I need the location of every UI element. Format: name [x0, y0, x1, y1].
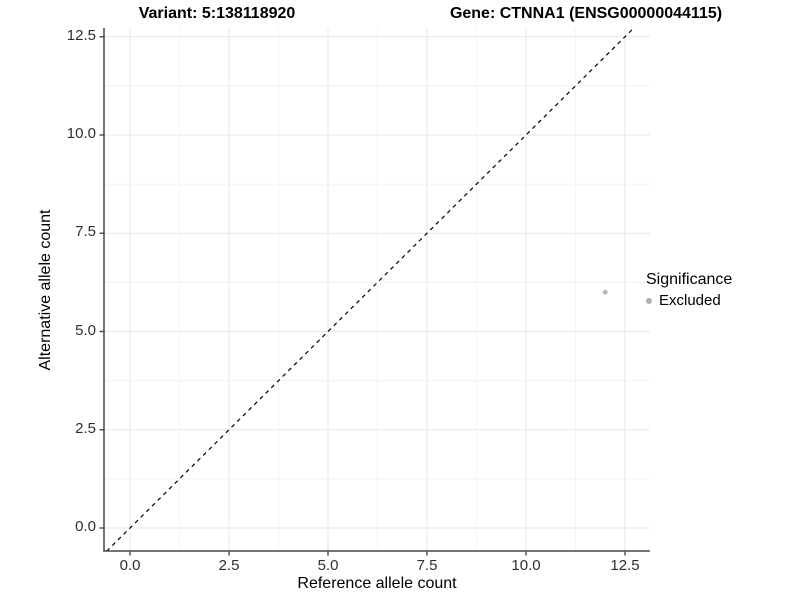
- legend-title: Significance: [646, 271, 733, 288]
- plot-title-variant: Variant: 5:138118920: [138, 5, 296, 22]
- x-tick-label: 2.5: [218, 557, 240, 574]
- x-axis-title: Reference allele count: [297, 575, 457, 592]
- x-tick-label: 7.5: [416, 557, 438, 574]
- y-tick-label: 7.5: [75, 223, 96, 241]
- y-tick-label: 10.0: [66, 125, 96, 142]
- legend-item-label: Excluded: [659, 292, 721, 309]
- y-tick-label: 2.5: [75, 419, 96, 437]
- x-tick-label: 10.0: [511, 557, 541, 574]
- legend-point-icon: [646, 297, 652, 304]
- data-point: [602, 289, 608, 295]
- plot-title-gene: Gene: CTNNA1 (ENSG00000044115): [449, 5, 723, 22]
- y-axis-title: Alternative allele count: [37, 209, 54, 371]
- x-tick-label: 12.5: [610, 557, 640, 574]
- y-tick-label: 0.0: [75, 518, 96, 535]
- legend-item-excluded: Excluded: [646, 292, 732, 309]
- identity-line: [106, 27, 635, 552]
- y-tick-label: 5.0: [75, 321, 96, 339]
- x-tick-label: 0.0: [119, 557, 141, 574]
- y-tick-label: 12.5: [66, 26, 96, 44]
- legend: Significance Excluded: [646, 271, 732, 309]
- x-tick-label: 5.0: [317, 557, 339, 574]
